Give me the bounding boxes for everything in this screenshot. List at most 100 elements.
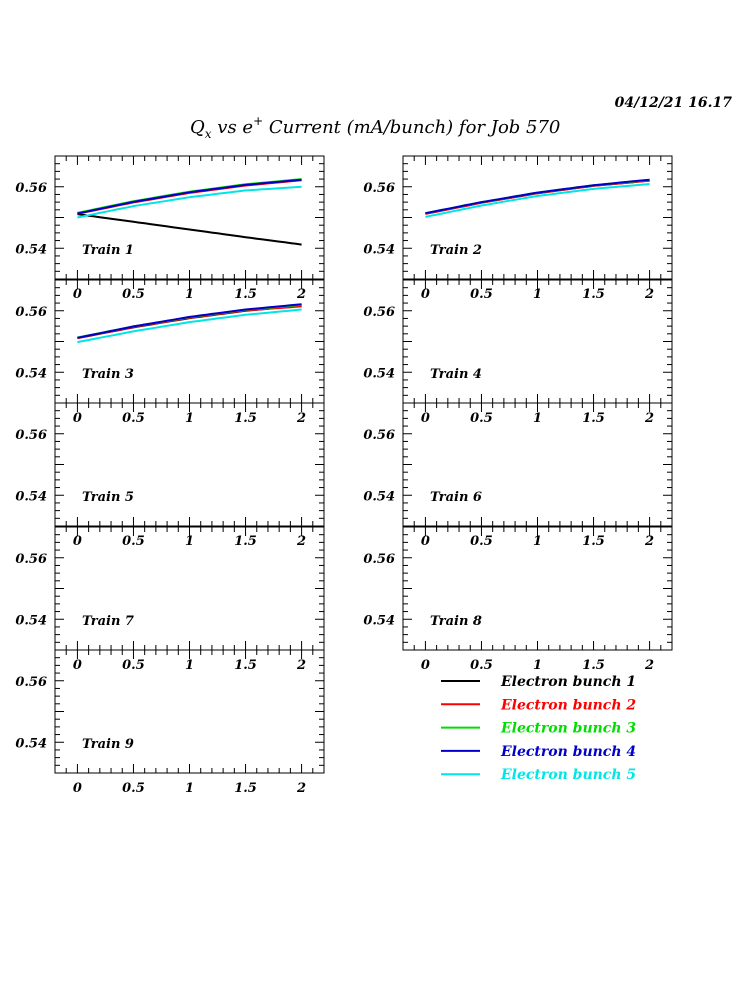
x-tick-label: 1 [533, 534, 542, 549]
y-tick-label: 0.56 [15, 305, 47, 320]
x-tick-label: 2 [296, 411, 306, 426]
series-line-electron-bunch-2 [425, 179, 650, 215]
x-tick-label: 2 [296, 287, 306, 302]
panel-grid: 0.54 0.56 0 0.5 1 1.5 2 Train 1 0.54 0.56 0 0.5 1 1.5… [15, 155, 673, 796]
y-tick-label: 0.56 [363, 428, 395, 443]
panel-9: 0.54 0.56 0 0.5 1 1.5 2 Train 9 [15, 649, 325, 796]
x-tick-label: 1.5 [582, 658, 605, 673]
panel-label: Train 6 [430, 490, 482, 505]
x-tick-label: 1 [533, 287, 542, 302]
x-tick-label: 0 [73, 411, 82, 426]
title-q: Q [190, 117, 205, 138]
y-tick-label: 0.54 [363, 242, 395, 257]
x-tick-label: 0 [73, 287, 82, 302]
chart-title: Qx vs e+ Current (mA/bunch) for Job 570 [190, 114, 560, 141]
x-tick-label: 1.5 [234, 781, 257, 796]
title-q-subscript: x [205, 127, 212, 141]
x-tick-label: 2 [644, 658, 654, 673]
legend: Electron bunch 1 Electron bunch 2 Electron… [441, 674, 636, 783]
x-tick-label: 1 [185, 781, 194, 796]
x-tick-label: 1 [533, 658, 542, 673]
x-tick-label: 2 [644, 411, 654, 426]
x-tick-label: 0.5 [470, 658, 493, 673]
y-tick-label: 0.56 [363, 552, 395, 567]
x-tick-label: 0 [421, 658, 430, 673]
legend-entry: Electron bunch 1 [500, 674, 636, 690]
series-line-electron-bunch-5 [77, 308, 302, 344]
legend-entry: Electron bunch 4 [500, 744, 636, 760]
panel-label: Train 3 [82, 367, 134, 382]
x-tick-label: 1 [185, 287, 194, 302]
x-tick-label: 1.5 [582, 411, 605, 426]
series-line-electron-bunch-4 [77, 178, 302, 215]
panel-frame [402, 155, 673, 280]
y-tick-label: 0.54 [15, 613, 47, 628]
x-tick-label: 2 [296, 534, 306, 549]
panel-label: Train 5 [82, 490, 134, 505]
y-tick-label: 0.54 [363, 366, 395, 381]
y-tick-label: 0.56 [15, 428, 47, 443]
timestamp: 04/12/21 16.17 [614, 95, 732, 111]
panel-label: Train 9 [82, 737, 134, 752]
x-tick-label: 1.5 [582, 287, 605, 302]
x-tick-label: 1 [185, 534, 194, 549]
x-tick-label: 2 [296, 658, 306, 673]
x-tick-label: 0.5 [122, 411, 145, 426]
legend-entry: Electron bunch 3 [500, 721, 636, 737]
panel-1: 0.54 0.56 0 0.5 1 1.5 2 Train 1 [15, 155, 325, 302]
x-tick-label: 0 [421, 534, 430, 549]
title-vs-e: vs e [212, 117, 254, 138]
panel-2: 0.54 0.56 0 0.5 1 1.5 2 Train 2 [363, 155, 673, 302]
title-rest: Current (mA/bunch) for Job 570 [263, 117, 560, 138]
panel-6: 0.54 0.56 0 0.5 1 1.5 2 Train 6 [363, 402, 673, 549]
x-tick-label: 2 [644, 534, 654, 549]
x-tick-label: 2 [644, 287, 654, 302]
panel-label: Train 1 [82, 243, 134, 258]
panel-label: Train 4 [430, 367, 482, 382]
title-e-superscript: + [253, 114, 263, 128]
y-tick-label: 0.54 [15, 366, 47, 381]
x-tick-label: 1 [185, 658, 194, 673]
series-line-electron-bunch-1 [77, 213, 302, 246]
y-tick-label: 0.56 [363, 305, 395, 320]
series-line-electron-bunch-5 [425, 183, 650, 218]
y-tick-label: 0.56 [15, 181, 47, 196]
x-tick-label: 1 [185, 411, 194, 426]
x-tick-label: 1.5 [234, 658, 257, 673]
y-tick-label: 0.56 [15, 675, 47, 690]
x-tick-label: 0.5 [122, 658, 145, 673]
y-tick-label: 0.56 [15, 552, 47, 567]
x-tick-label: 0 [421, 287, 430, 302]
x-tick-label: 1.5 [234, 411, 257, 426]
y-tick-label: 0.54 [363, 489, 395, 504]
y-tick-label: 0.56 [363, 181, 395, 196]
series-line-electron-bunch-4 [425, 178, 650, 215]
panel-3: 0.54 0.56 0 0.5 1 1.5 2 Train 3 [15, 279, 325, 426]
x-tick-label: 0 [73, 534, 82, 549]
x-tick-label: 1 [533, 411, 542, 426]
panel-label: Train 2 [430, 243, 482, 258]
y-tick-label: 0.54 [15, 736, 47, 751]
series-line-electron-bunch-1 [425, 179, 650, 215]
x-tick-label: 0 [73, 658, 82, 673]
panel-8: 0.54 0.56 0 0.5 1 1.5 2 Train 8 [363, 526, 673, 673]
x-tick-label: 0 [421, 411, 430, 426]
y-tick-label: 0.54 [15, 489, 47, 504]
panel-4: 0.54 0.56 0 0.5 1 1.5 2 Train 4 [363, 279, 673, 426]
series-line-electron-bunch-5 [77, 185, 302, 219]
legend-entry: Electron bunch 5 [500, 767, 636, 783]
x-tick-label: 1.5 [234, 287, 257, 302]
series-line-electron-bunch-4 [77, 303, 302, 339]
x-tick-label: 0.5 [122, 534, 145, 549]
x-tick-label: 0.5 [470, 287, 493, 302]
x-tick-label: 0.5 [470, 534, 493, 549]
panel-label: Train 7 [82, 614, 134, 629]
panel-label: Train 8 [430, 614, 482, 629]
panel-7: 0.54 0.56 0 0.5 1 1.5 2 Train 7 [15, 526, 325, 673]
x-tick-label: 0.5 [470, 411, 493, 426]
x-tick-label: 0.5 [122, 287, 145, 302]
y-tick-label: 0.54 [363, 613, 395, 628]
panel-5: 0.54 0.56 0 0.5 1 1.5 2 Train 5 [15, 402, 325, 549]
legend-entry: Electron bunch 2 [500, 697, 636, 713]
